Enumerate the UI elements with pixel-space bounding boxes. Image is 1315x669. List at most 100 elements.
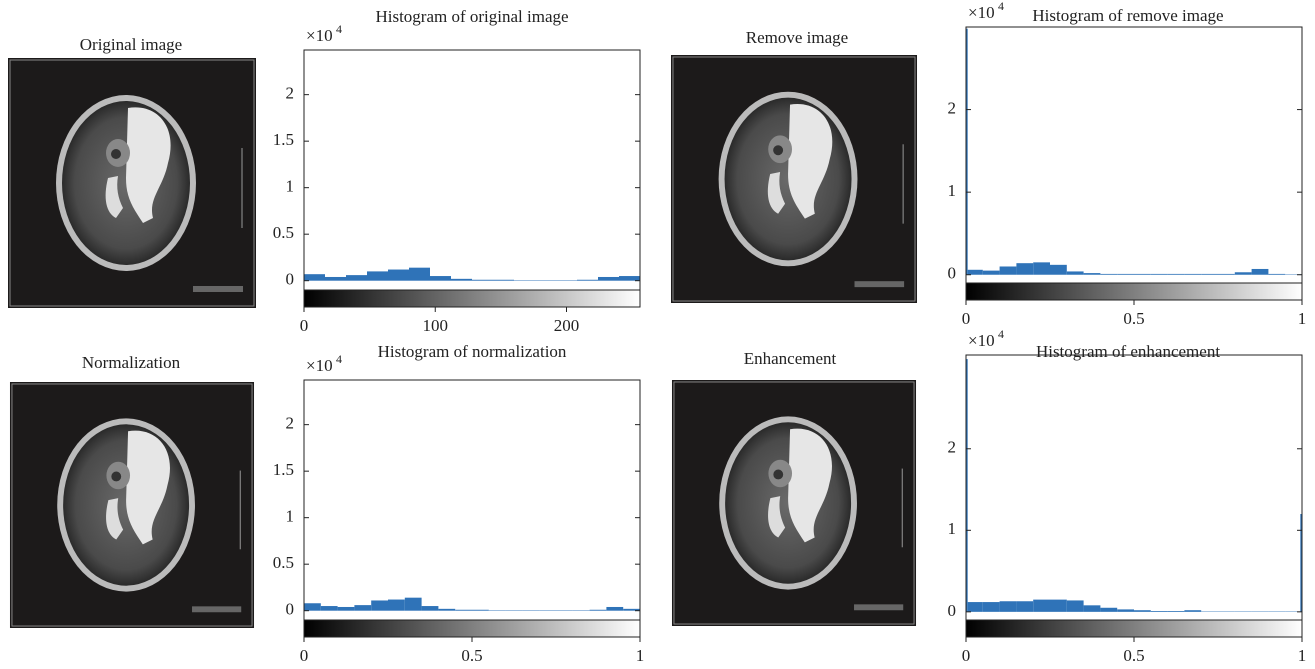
bar [388,269,409,281]
y-tick-label: 0 [286,270,295,289]
image-title: Original image [80,35,182,54]
y-tick-label: 2 [948,438,957,457]
image-title: Remove image [746,28,848,47]
image-title: Normalization [82,353,181,372]
bar [598,276,619,281]
x-tick-label: 1 [1298,646,1307,665]
y-tick-label: 0.5 [273,553,294,572]
y-tick-label: 1 [948,181,957,200]
bar [430,276,451,281]
bar [1083,605,1101,612]
chart-title: Histogram of enhancement [1036,342,1220,361]
chart-title: Histogram of original image [375,7,568,26]
bar [1150,273,1168,275]
y-tick-label: 1.5 [273,460,294,479]
x-tick-label: 0 [300,316,309,335]
bar [1117,609,1134,612]
brain-image [8,58,256,308]
bar [1184,610,1202,612]
plot-frame [965,354,1303,621]
bar [1134,610,1151,612]
bar [1201,273,1218,275]
x-tick-label: 0 [962,646,971,665]
bar [999,266,1017,275]
bar [606,606,624,611]
y-tick-label: 0 [948,601,957,620]
plot-frame [303,379,641,621]
x-tick-label: 100 [423,316,449,335]
bar [967,602,983,612]
bar [1083,273,1101,275]
bar [1100,273,1118,275]
bar [404,597,422,611]
chart-title: Histogram of normalization [378,342,567,361]
bar [472,279,493,281]
bar [1016,263,1034,275]
y-tick-label: 0 [948,264,957,283]
bar [1100,607,1118,612]
brain-image [671,380,917,626]
bar [320,606,338,611]
x-tick-label: 1 [1298,309,1307,328]
y-tick-label: 2 [948,98,957,117]
bar [421,606,439,611]
bar [337,606,355,611]
y-tick-label: 0 [286,600,295,619]
colorbar [303,619,641,638]
bar [619,276,640,281]
bar [1050,599,1067,612]
y-tick-label: 1 [286,177,295,196]
y-tick-label: 1 [948,519,957,538]
bar [967,269,983,275]
y-tick-label: 1 [286,507,295,526]
y-offset-text: ×10 [968,331,995,350]
y-offset-text: ×10 [968,3,995,22]
bar [1234,272,1252,275]
bar [409,267,430,281]
bar [982,270,1000,275]
bar [1184,273,1202,275]
x-tick-label: 0.5 [461,646,482,665]
bar [1268,273,1286,275]
y-tick-label: 2 [286,84,295,103]
chart-title: Histogram of remove image [1032,6,1223,25]
plot-frame [303,49,641,291]
brain-image [670,55,918,303]
y-tick-label: 1.5 [273,130,294,149]
bar [1251,268,1269,275]
bar [438,608,456,611]
bar [304,274,325,281]
brain-image [9,382,255,628]
x-tick-label: 0.5 [1123,309,1144,328]
bar [325,276,346,281]
y-offset-power: 4 [336,352,342,366]
plot-frame [965,26,1303,284]
bar [589,609,607,611]
bar [455,609,472,611]
bar [1050,264,1067,275]
bar [1300,514,1302,612]
bar [1134,273,1151,275]
x-tick-label: 200 [554,316,580,335]
x-tick-label: 1 [636,646,645,665]
y-tick-label: 2 [286,414,295,433]
bar [1066,600,1084,612]
bar [451,278,472,281]
bar [1150,611,1168,612]
bar [304,603,321,611]
bar [966,359,968,612]
bar [966,28,968,275]
bar [1033,599,1050,612]
y-offset-power: 4 [998,0,1004,13]
bar [472,609,489,611]
bar [1066,271,1084,275]
bar [1117,273,1134,275]
bar [1167,273,1185,275]
bar [371,600,388,611]
x-tick-label: 0 [300,646,309,665]
bar [493,279,514,281]
bar [354,605,372,611]
bar [1016,601,1034,612]
